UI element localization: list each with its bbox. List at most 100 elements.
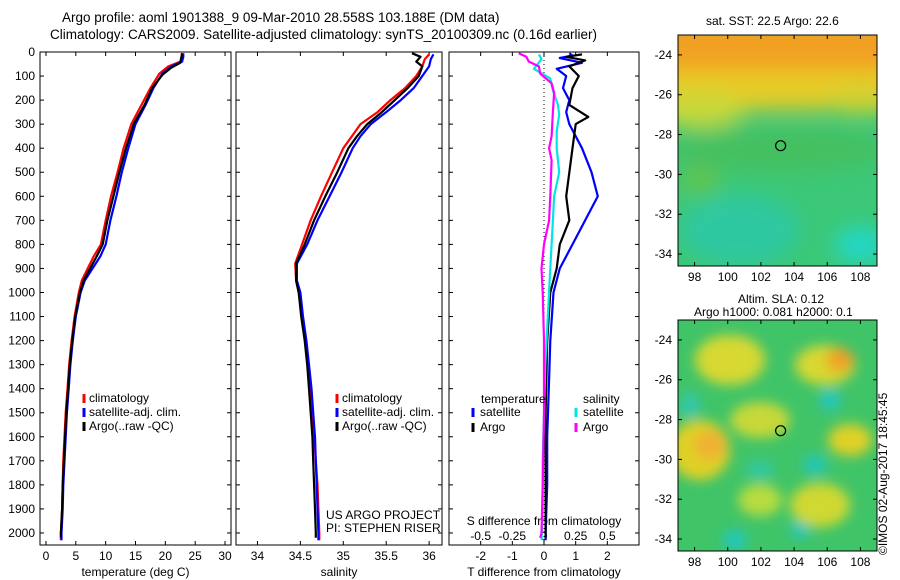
series-line-argo [518, 52, 556, 539]
map-x-tick-label: 104 [784, 270, 804, 284]
y-tick-label: 600 [15, 189, 35, 203]
map-frame [677, 319, 878, 552]
argo-position-marker [775, 140, 787, 152]
argo-position-marker [775, 425, 787, 437]
y-tick-label: 800 [15, 237, 35, 251]
sla-map-title-1: Altim. SLA: 0.12 [738, 292, 825, 306]
sla-map-title-2: Argo h1000: 0.081 h2000: 0.1 [694, 305, 853, 319]
map-x-tick-label: 106 [817, 555, 837, 569]
imos-timestamp: ©IMOS 02-Aug-2017 18:45:45 [876, 392, 890, 555]
y-tick-label: 0 [28, 45, 35, 59]
header-line-1: Argo profile: aoml 1901388_9 09-Mar-2010… [62, 10, 500, 25]
legend-label: satellite [480, 405, 521, 419]
map-x-tick-label: 104 [784, 555, 804, 569]
legend-label: climatology [342, 391, 402, 405]
y-tick-label: 500 [15, 165, 35, 179]
x-tick-label: 20 [159, 549, 173, 563]
sla-map-axes: 98 100 102 104 106 108 -24 -26 -28 -30 -32 -34 [655, 319, 878, 569]
x-tick-label: -2 [475, 549, 486, 563]
x-tick-label: -1 [507, 549, 518, 563]
y-tick-label: 400 [15, 141, 35, 155]
x-tick-label: 35 [337, 549, 351, 563]
y-tick-label: 300 [15, 117, 35, 131]
map-y-tick-label: -30 [655, 167, 673, 181]
x-tick-label: 2 [604, 549, 611, 563]
map-y-tick-label: -32 [655, 492, 673, 506]
legend-title-salinity: salinity [583, 392, 620, 406]
map-x-tick-label: 106 [817, 270, 837, 284]
legend-title-temperature: temperature [481, 392, 546, 406]
map-y-tick-label: -24 [655, 48, 673, 62]
x-axis-label: temperature (deg C) [81, 565, 189, 579]
legend-label: satellite-adj. clim. [89, 405, 181, 419]
legend-label: Argo [583, 420, 609, 434]
y-tick-label: 1900 [8, 502, 35, 516]
x-tick-label: 35.5 [375, 549, 399, 563]
y-tick-label: 1800 [8, 478, 35, 492]
x-tick-label: 10 [99, 549, 113, 563]
map-y-tick-label: -34 [655, 532, 673, 546]
y-tick-label: 200 [15, 93, 35, 107]
x2-tick-label: -0.25 [499, 529, 527, 543]
y-tick-label: 1500 [8, 406, 35, 420]
map-y-tick-label: -26 [655, 88, 673, 102]
series-line-satellite [544, 52, 599, 541]
profile-panel-1: 0100200300400500600700800900100011001200… [8, 45, 232, 579]
map-y-tick-label: -34 [655, 247, 673, 261]
map-x-tick-label: 100 [718, 270, 738, 284]
x-tick-label: 34 [251, 549, 265, 563]
x-axis-label: salinity [321, 565, 358, 579]
x-axis-label: T difference from climatology [467, 565, 621, 579]
map-y-tick-label: -26 [655, 373, 673, 387]
map-y-tick-label: -28 [655, 413, 673, 427]
y-tick-label: 1300 [8, 358, 35, 372]
pi-label: PI: STEPHEN RISER [326, 521, 441, 535]
x2-tick-label: -0.5 [470, 529, 491, 543]
legend-label: satellite-adj. clim. [342, 405, 434, 419]
x-tick-label: 34.5 [289, 549, 313, 563]
series-line-argo-raw-qc [59, 53, 184, 538]
legend-label: satellite [583, 405, 624, 419]
y-tick-label: 700 [15, 213, 35, 227]
map-x-tick-label: 98 [688, 270, 702, 284]
map-frame [677, 34, 878, 267]
x-tick-label: 5 [72, 549, 79, 563]
y-tick-label: 100 [15, 69, 35, 83]
x-tick-label: 15 [129, 549, 143, 563]
sst-map [678, 35, 877, 266]
series-line-argo-raw-qc [295, 52, 424, 538]
y-tick-label: 1400 [8, 382, 35, 396]
map-x-tick-label: 100 [718, 555, 738, 569]
y-tick-label: 1200 [8, 334, 35, 348]
x2-tick-label: 0.5 [599, 529, 616, 543]
profile-panel-2: 34 34.5 35 35.5 36 salinity climatologysatelli… [235, 51, 443, 579]
map-y-tick-label: -24 [655, 333, 673, 347]
y-tick-label: 900 [15, 261, 35, 275]
legend-label: Argo [480, 420, 506, 434]
sla-map [678, 320, 877, 551]
map-y-tick-label: -30 [655, 452, 673, 466]
axes-box [235, 51, 443, 546]
x2-tick-label: 0.25 [564, 529, 588, 543]
x-tick-label: 1 [572, 549, 579, 563]
map-y-tick-label: -28 [655, 128, 673, 142]
y-tick-label: 1600 [8, 430, 35, 444]
x-tick-label: 25 [189, 549, 203, 563]
y-tick-label: 2000 [8, 526, 35, 540]
series-line-argo [544, 53, 590, 538]
series-line-satellite-adj-clim [295, 53, 435, 541]
map-x-tick-label: 108 [850, 270, 870, 284]
x-tick-label: 30 [218, 549, 232, 563]
map-x-tick-label: 102 [751, 555, 771, 569]
legend-label: Argo(..raw -QC) [89, 419, 174, 433]
y-tick-label: 1100 [9, 310, 35, 324]
header-line-2: Climatology: CARS2009. Satellite-adjuste… [50, 27, 598, 42]
map-y-tick-label: -32 [655, 207, 673, 221]
legend-label: climatology [89, 391, 149, 405]
sst-map-title: sat. SST: 22.5 Argo: 22.6 [706, 14, 839, 28]
x-tick-label: 0 [541, 549, 548, 563]
map-x-tick-label: 102 [751, 270, 771, 284]
sst-map-axes: 98 100 102 104 106 108 -24 -26 -28 -30 -32 -34 [655, 34, 878, 284]
